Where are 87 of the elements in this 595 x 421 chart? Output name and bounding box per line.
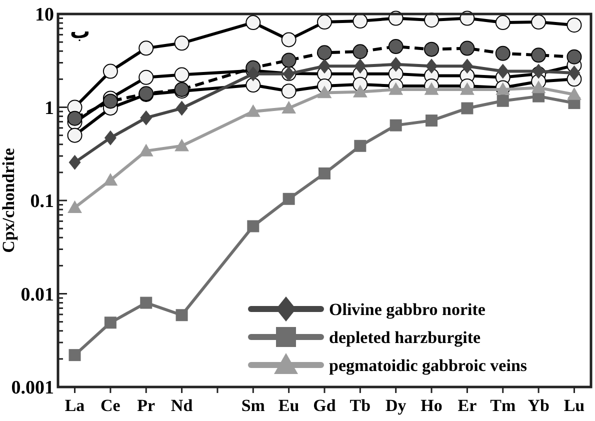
x-tick-label: Yb <box>528 396 550 415</box>
point <box>104 130 116 146</box>
point <box>390 119 402 132</box>
point <box>460 40 475 56</box>
point <box>495 15 510 30</box>
point <box>317 45 332 60</box>
y-tick-label: 0.001 <box>11 378 54 399</box>
y-axis-title: Cpx/chondrite <box>0 148 18 253</box>
point <box>318 58 330 74</box>
point <box>496 94 509 107</box>
point <box>102 94 118 109</box>
x-tick-label: Tb <box>350 396 371 415</box>
x-tick-label: Ho <box>420 396 442 415</box>
point <box>246 15 261 30</box>
point <box>567 87 582 100</box>
point <box>138 144 154 156</box>
point <box>140 110 152 126</box>
x-tick-label: La <box>64 396 86 415</box>
x-tick-label: Er <box>458 396 478 415</box>
point <box>247 66 260 82</box>
point <box>104 316 116 329</box>
point <box>461 102 474 114</box>
point <box>495 46 510 61</box>
point <box>174 36 190 51</box>
point <box>68 200 82 213</box>
point <box>138 70 154 85</box>
point <box>460 82 474 95</box>
point <box>496 64 509 79</box>
point <box>424 82 439 95</box>
x-tick-label: Gd <box>313 396 336 415</box>
x-tick-label: Tm <box>490 396 516 415</box>
legend-label: Olivine gabbro norite <box>329 300 486 319</box>
point <box>531 80 546 94</box>
x-tick-label: Dy <box>385 396 407 415</box>
y-tick-label: 0.1 <box>30 191 54 212</box>
point <box>174 67 190 82</box>
point <box>426 58 438 74</box>
point <box>174 138 189 152</box>
x-tick-label: Ce <box>100 396 121 415</box>
point <box>67 128 82 143</box>
point <box>424 42 440 57</box>
point <box>281 32 296 48</box>
point <box>352 14 368 29</box>
point <box>317 86 332 98</box>
y-tick-label: 10 <box>35 4 54 26</box>
x-tick-label: Eu <box>278 396 300 415</box>
point <box>176 100 188 116</box>
point <box>140 296 152 309</box>
point <box>282 192 295 205</box>
point <box>246 78 261 93</box>
point <box>388 39 404 54</box>
point <box>176 309 188 322</box>
point <box>68 349 81 362</box>
point <box>281 84 296 99</box>
point <box>566 18 582 33</box>
point <box>531 14 546 30</box>
point <box>246 104 260 117</box>
x-tick-label: Nd <box>170 396 194 415</box>
point <box>352 44 368 60</box>
point <box>102 64 118 79</box>
point <box>390 56 402 72</box>
legend-label: depleted harzburgite <box>329 328 482 347</box>
legend-label: pegmatoidic gabbroic veins <box>329 356 528 375</box>
point <box>568 65 580 80</box>
point <box>318 167 330 180</box>
point <box>247 220 260 232</box>
x-tick-label: Lu <box>564 396 585 415</box>
x-tick-label: Sm <box>241 396 265 415</box>
point <box>461 58 474 74</box>
x-tick-label: Pr <box>137 396 156 415</box>
point <box>317 14 332 30</box>
y-tick-label: 1 <box>44 98 54 119</box>
point <box>103 173 118 186</box>
point <box>281 52 296 68</box>
point <box>282 100 296 114</box>
point <box>354 140 366 152</box>
point <box>352 84 368 98</box>
point <box>426 114 438 127</box>
point <box>138 40 154 56</box>
point <box>68 154 81 170</box>
point <box>388 82 404 95</box>
point <box>531 48 546 63</box>
point <box>566 49 582 64</box>
point <box>67 110 82 126</box>
point <box>354 58 366 74</box>
annotation: ب <box>70 19 90 43</box>
y-tick-label: 0.01 <box>20 284 54 306</box>
